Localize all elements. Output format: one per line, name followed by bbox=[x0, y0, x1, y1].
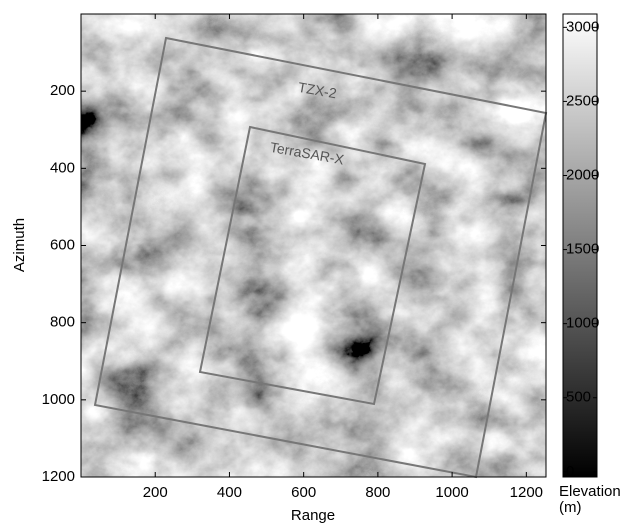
colorbar-tick-label: 2000 bbox=[566, 166, 599, 183]
terrain-image bbox=[81, 14, 546, 477]
colorbar-tick-label: 500 bbox=[566, 389, 591, 406]
y-tick-label: 200 bbox=[50, 82, 75, 99]
colorbar-tick-label: 1000 bbox=[566, 315, 599, 332]
y-tick-label: 800 bbox=[50, 314, 75, 331]
footprint-inner bbox=[198, 125, 427, 406]
colorbar-tick-label: 3000 bbox=[566, 18, 599, 35]
y-axis-label: Azimuth bbox=[11, 218, 28, 272]
colorbar-label: Elevation bbox=[559, 483, 621, 500]
x-tick-label: 200 bbox=[143, 484, 168, 501]
colorbar-tick-label: 1500 bbox=[566, 241, 599, 258]
colorbar-label: (m) bbox=[559, 499, 582, 516]
x-tick-label: 800 bbox=[365, 484, 390, 501]
colorbar bbox=[562, 13, 598, 478]
x-tick-label: 400 bbox=[217, 484, 242, 501]
annotation: TZX-2 bbox=[297, 79, 338, 102]
x-tick-label: 1000 bbox=[435, 484, 468, 501]
y-tick-label: 400 bbox=[50, 159, 75, 176]
x-axis-label: Range bbox=[291, 507, 335, 524]
x-tick-label: 1200 bbox=[510, 484, 543, 501]
x-tick-label: 600 bbox=[291, 484, 316, 501]
colorbar-tick-label: 2500 bbox=[566, 92, 599, 109]
y-tick-label: 1200 bbox=[42, 468, 75, 485]
y-tick-label: 600 bbox=[50, 236, 75, 253]
colorbar-tick-label: 0 bbox=[566, 463, 574, 480]
y-tick-label: 1000 bbox=[42, 391, 75, 408]
